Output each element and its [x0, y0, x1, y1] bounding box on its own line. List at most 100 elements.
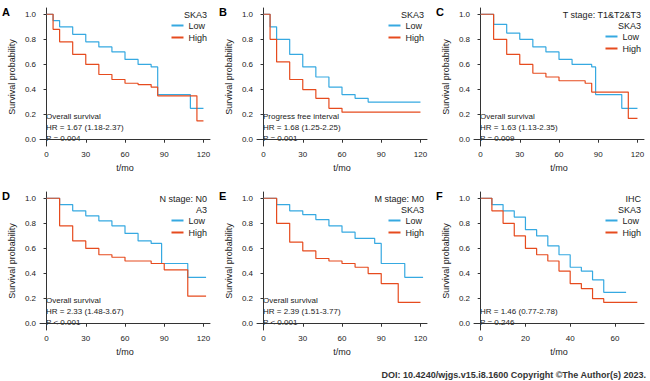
svg-text:1.0: 1.0 [459, 10, 471, 19]
svg-text:A3: A3 [196, 205, 207, 215]
svg-text:P = 0.004: P = 0.004 [46, 134, 81, 143]
svg-text:30: 30 [81, 150, 90, 159]
svg-text:High: High [622, 44, 641, 54]
svg-text:HR = 1.68 (1.25-2.25): HR = 1.68 (1.25-2.25) [263, 123, 341, 132]
svg-text:F: F [436, 190, 443, 202]
svg-text:Survival probability: Survival probability [224, 223, 234, 299]
svg-text:0.8: 0.8 [459, 219, 471, 228]
svg-text:High: High [405, 33, 424, 43]
svg-text:B: B [219, 6, 227, 18]
svg-text:Overall survival: Overall survival [46, 296, 101, 305]
svg-text:Overall survival: Overall survival [46, 112, 101, 121]
svg-text:0.0: 0.0 [25, 135, 37, 144]
svg-text:P = 0.246: P = 0.246 [480, 318, 515, 327]
svg-text:t/mo: t/mo [333, 163, 351, 173]
svg-text:0: 0 [478, 334, 483, 343]
svg-text:A: A [2, 6, 10, 18]
svg-text:SKA3: SKA3 [401, 205, 424, 215]
svg-text:P = 0.001: P = 0.001 [263, 134, 298, 143]
svg-text:0.6: 0.6 [242, 60, 254, 69]
svg-text:Low: Low [622, 216, 639, 226]
svg-text:HR = 1.63 (1.13-2.35): HR = 1.63 (1.13-2.35) [480, 123, 558, 132]
svg-text:60: 60 [121, 334, 130, 343]
svg-text:0.2: 0.2 [242, 294, 254, 303]
svg-text:HR = 2.39 (1.51-3.77): HR = 2.39 (1.51-3.77) [263, 307, 341, 316]
svg-text:0.4: 0.4 [242, 269, 254, 278]
svg-text:60: 60 [555, 150, 564, 159]
svg-text:0.0: 0.0 [459, 319, 471, 328]
svg-text:120: 120 [631, 150, 645, 159]
svg-text:0.6: 0.6 [459, 244, 471, 253]
svg-text:Low: Low [405, 216, 422, 226]
svg-text:120: 120 [197, 334, 211, 343]
svg-text:Overall survival: Overall survival [263, 296, 318, 305]
svg-text:IHC: IHC [626, 194, 642, 204]
svg-text:HR = 2.33 (1.48-3.67): HR = 2.33 (1.48-3.67) [46, 307, 124, 316]
svg-text:60: 60 [338, 334, 347, 343]
svg-text:0: 0 [261, 150, 266, 159]
svg-text:HR = 1.46 (0.77-2.78): HR = 1.46 (0.77-2.78) [480, 307, 558, 316]
svg-text:0.6: 0.6 [242, 244, 254, 253]
svg-text:120: 120 [197, 150, 211, 159]
svg-text:t/mo: t/mo [550, 163, 568, 173]
svg-text:t/mo: t/mo [333, 347, 351, 357]
svg-text:0.0: 0.0 [459, 135, 471, 144]
svg-text:0.8: 0.8 [25, 219, 37, 228]
svg-text:0.0: 0.0 [242, 135, 254, 144]
svg-text:0: 0 [44, 334, 49, 343]
svg-text:HR = 1.67 (1.18-2.37): HR = 1.67 (1.18-2.37) [46, 123, 124, 132]
svg-text:0.4: 0.4 [242, 85, 254, 94]
svg-text:SKA3: SKA3 [401, 10, 424, 20]
svg-text:1.0: 1.0 [459, 194, 471, 203]
svg-text:1.0: 1.0 [242, 10, 254, 19]
svg-text:60: 60 [338, 150, 347, 159]
svg-text:0.6: 0.6 [459, 60, 471, 69]
svg-text:0.8: 0.8 [25, 35, 37, 44]
svg-text:60: 60 [610, 334, 619, 343]
svg-text:Low: Low [405, 21, 422, 31]
svg-text:0.8: 0.8 [242, 35, 254, 44]
svg-text:Low: Low [188, 21, 205, 31]
svg-text:0.0: 0.0 [242, 319, 254, 328]
svg-text:SKA3: SKA3 [618, 21, 641, 31]
svg-text:0: 0 [478, 150, 483, 159]
svg-text:Survival probability: Survival probability [7, 223, 17, 299]
svg-text:0.6: 0.6 [25, 244, 37, 253]
svg-text:30: 30 [81, 334, 90, 343]
svg-text:90: 90 [160, 150, 169, 159]
svg-text:0.4: 0.4 [459, 269, 471, 278]
svg-text:40: 40 [566, 334, 575, 343]
svg-text:90: 90 [594, 150, 603, 159]
svg-text:0.4: 0.4 [459, 85, 471, 94]
svg-text:0: 0 [261, 334, 266, 343]
svg-text:P < 0.001: P < 0.001 [263, 318, 298, 327]
svg-text:60: 60 [121, 150, 130, 159]
svg-text:90: 90 [377, 150, 386, 159]
svg-text:Survival probability: Survival probability [7, 39, 17, 115]
svg-text:0.0: 0.0 [25, 319, 37, 328]
svg-text:P = 0.009: P = 0.009 [480, 134, 515, 143]
svg-text:N stage: N0: N stage: N0 [159, 194, 207, 204]
svg-text:t/mo: t/mo [116, 163, 134, 173]
svg-text:0.8: 0.8 [459, 35, 471, 44]
svg-text:P < 0.001: P < 0.001 [46, 318, 81, 327]
svg-text:C: C [436, 6, 444, 18]
svg-text:Survival probability: Survival probability [441, 223, 451, 299]
svg-text:t/mo: t/mo [550, 347, 568, 357]
svg-text:0.2: 0.2 [242, 110, 254, 119]
svg-text:0: 0 [44, 150, 49, 159]
svg-text:120: 120 [414, 150, 428, 159]
svg-text:30: 30 [298, 150, 307, 159]
svg-text:M stage: M0: M stage: M0 [374, 194, 424, 204]
svg-text:30: 30 [298, 334, 307, 343]
svg-text:0.4: 0.4 [25, 269, 37, 278]
svg-text:Overall survival: Overall survival [480, 112, 535, 121]
svg-text:20: 20 [521, 334, 530, 343]
svg-text:30: 30 [515, 150, 524, 159]
svg-text:1.0: 1.0 [242, 194, 254, 203]
svg-text:90: 90 [160, 334, 169, 343]
svg-text:High: High [188, 33, 207, 43]
svg-text:SKA3: SKA3 [618, 205, 641, 215]
svg-text:0.2: 0.2 [459, 294, 471, 303]
svg-text:High: High [622, 228, 641, 238]
